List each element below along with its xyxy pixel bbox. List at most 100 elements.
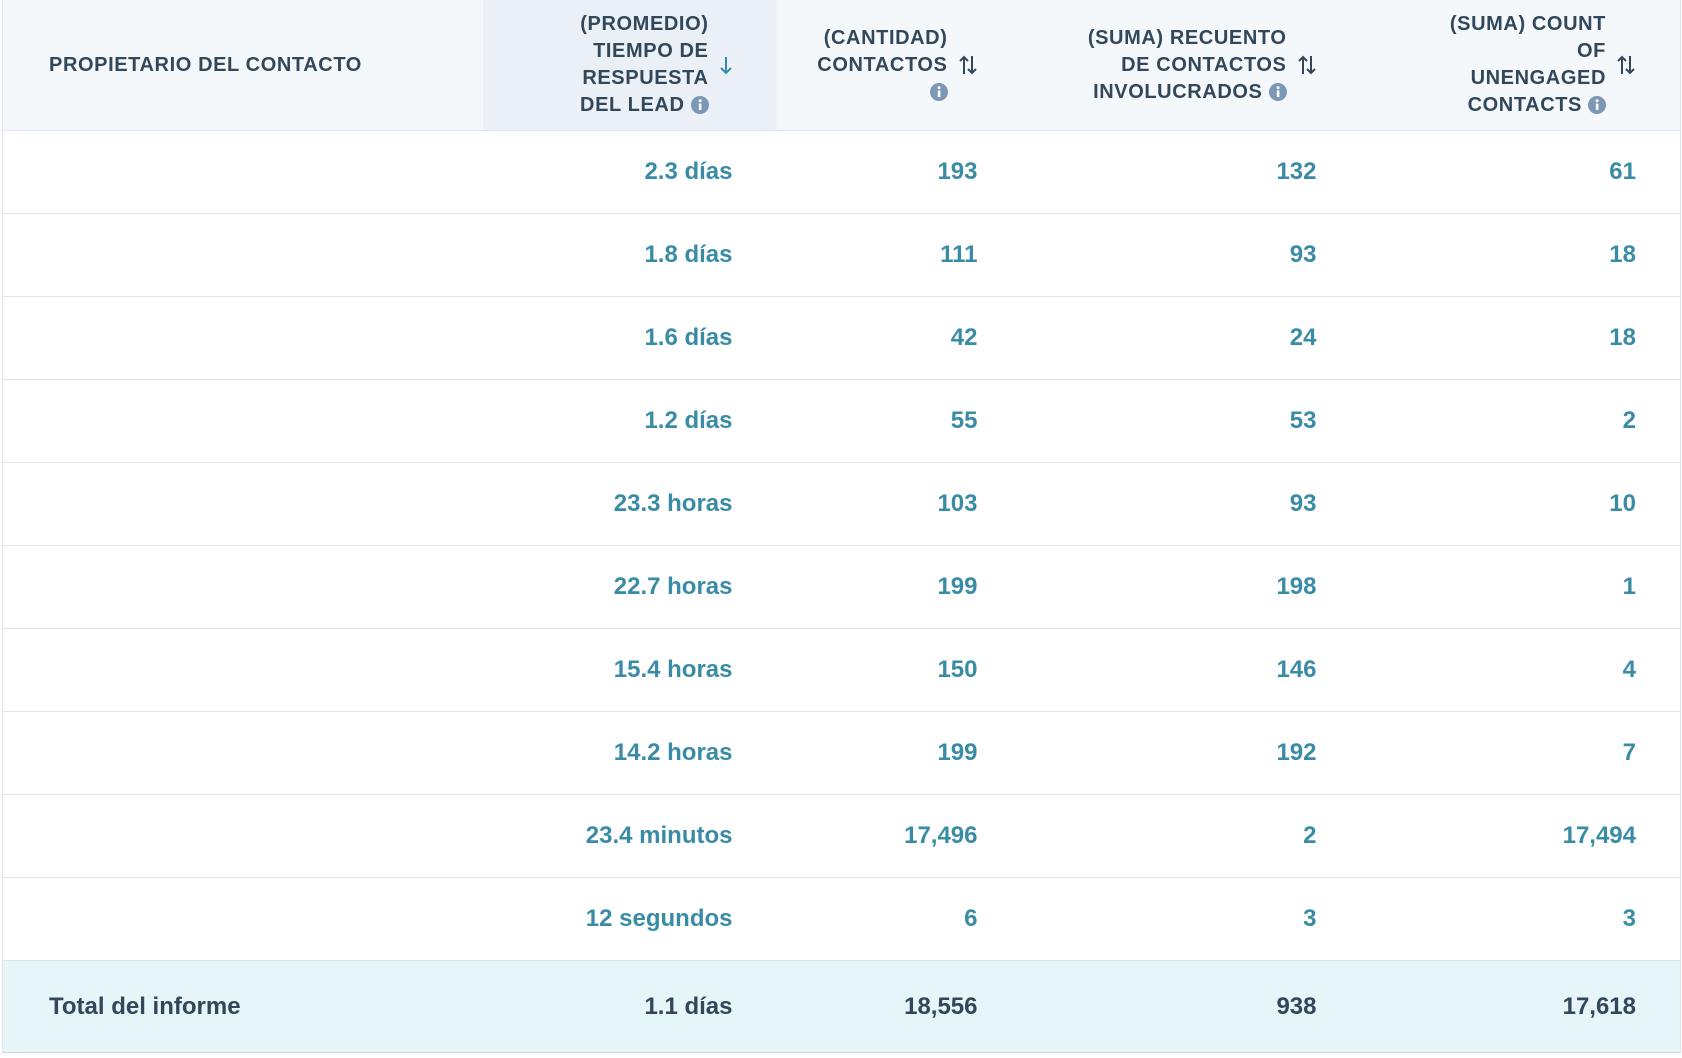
owner-cell	[2, 296, 483, 380]
value-cell: 93	[1021, 462, 1361, 546]
header-line	[817, 79, 948, 106]
total-row: Total del informe 1.1 días 18,556 938 17,618	[2, 960, 1681, 1053]
value-cell: 6	[776, 877, 1022, 961]
value-cell: 18	[1360, 213, 1681, 297]
header-text: INVOLUCRADOS	[1093, 80, 1263, 103]
header-content: (SUMA) RECUENTO DE CONTACTOS INVOLUCRADOS	[1022, 25, 1361, 106]
data-row: 2.3 días 193 132 61	[2, 130, 1681, 214]
owner-cell	[2, 213, 483, 297]
data-row: 23.4 minutos 17,496 2 17,494	[2, 794, 1681, 878]
data-row: 15.4 horas 150 146 4	[2, 628, 1681, 712]
header-line: TIEMPO DE	[580, 38, 708, 65]
header-text: TIEMPO DE	[593, 40, 709, 62]
header-text: DEL LEAD	[580, 94, 685, 116]
value-cell: 55	[776, 379, 1022, 463]
value-cell: 18	[1360, 296, 1681, 380]
header-text: OF	[1577, 40, 1606, 62]
header-text: UNENGAGED	[1470, 67, 1606, 89]
value-cell: 12 segundos	[482, 877, 777, 961]
header-row: PROPIETARIO DEL CONTACTO (PROMEDIO) TIEMPO…	[2, 0, 1681, 131]
header-content: (CANTIDAD) CONTACTOS	[777, 25, 1022, 106]
data-row: 14.2 horas 199 192 7	[2, 711, 1681, 795]
owner-cell	[2, 462, 483, 546]
value-cell: 146	[1021, 628, 1361, 712]
header-text: (CANTIDAD)	[823, 26, 948, 49]
owner-cell	[2, 877, 483, 961]
total-label: Total del informe	[2, 960, 483, 1053]
owner-cell	[2, 130, 483, 214]
column-header[interactable]: (CANTIDAD) CONTACTOS	[776, 0, 1022, 131]
value-cell: 15.4 horas	[482, 628, 777, 712]
value-cell: 42	[776, 296, 1022, 380]
header-label: (SUMA) RECUENTO DE CONTACTOS INVOLUCRADOS	[1088, 25, 1287, 106]
info-icon	[929, 82, 948, 101]
header-label: (PROMEDIO) TIEMPO DE RESPUESTA DEL LEAD	[580, 11, 709, 119]
value-cell: 2	[1360, 379, 1681, 463]
header-line: (SUMA) COUNT	[1450, 11, 1606, 38]
sort-icon	[1617, 55, 1635, 75]
value-cell: 22.7 horas	[482, 545, 777, 629]
header-content: PROPIETARIO DEL CONTACTO	[3, 52, 483, 79]
header-text: (SUMA) COUNT	[1449, 13, 1606, 35]
header-line: (SUMA) RECUENTO	[1088, 25, 1287, 52]
column-header[interactable]: (SUMA) RECUENTO DE CONTACTOS INVOLUCRADOS	[1021, 0, 1361, 131]
header-text: (SUMA) RECUENTO	[1087, 26, 1287, 49]
header-line: INVOLUCRADOS	[1088, 79, 1287, 106]
header-text: DE CONTACTOS	[1121, 53, 1287, 76]
sort-desc-icon	[719, 57, 732, 75]
value-cell: 17,494	[1360, 794, 1681, 878]
header-label: (CANTIDAD) CONTACTOS	[817, 25, 948, 106]
value-cell: 1.8 días	[482, 213, 777, 297]
value-cell: 199	[776, 711, 1022, 795]
header-content: (PROMEDIO) TIEMPO DE RESPUESTA DEL LEAD	[483, 11, 777, 119]
header-text: (PROMEDIO)	[580, 13, 709, 35]
info-icon	[1588, 96, 1606, 114]
owner-cell	[2, 379, 483, 463]
data-row: 1.2 días 55 53 2	[2, 379, 1681, 463]
column-header[interactable]: (SUMA) COUNT OF UNENGAGED CONTACTS	[1360, 0, 1681, 131]
table-body: 2.3 días 193 132 61 1.8 días 111 93 18 1.6 días 4…	[2, 130, 1681, 1053]
value-cell: 111	[776, 213, 1022, 297]
data-row: 12 segundos 6 3 3	[2, 877, 1681, 961]
value-cell: 14.2 horas	[482, 711, 777, 795]
data-row: 1.6 días 42 24 18	[2, 296, 1681, 380]
value-cell: 192	[1021, 711, 1361, 795]
info-icon	[690, 96, 709, 114]
value-cell: 193	[776, 130, 1022, 214]
value-cell: 103	[776, 462, 1022, 546]
value-cell: 23.3 horas	[482, 462, 777, 546]
sort-icon	[958, 55, 977, 75]
value-cell: 10	[1360, 462, 1681, 546]
data-row: 23.3 horas 103 93 10	[2, 462, 1681, 546]
value-cell: 1.2 días	[482, 379, 777, 463]
header-text: RESPUESTA	[582, 67, 709, 89]
total-value: 17,618	[1360, 960, 1681, 1053]
column-header[interactable]: (PROMEDIO) TIEMPO DE RESPUESTA DEL LEAD	[482, 0, 777, 131]
header-line: CONTACTS	[1450, 92, 1606, 119]
owner-cell	[2, 711, 483, 795]
owner-cell	[2, 628, 483, 712]
value-cell: 61	[1360, 130, 1681, 214]
value-cell: 53	[1021, 379, 1361, 463]
header-text: CONTACTS	[1467, 94, 1582, 116]
value-cell: 4	[1360, 628, 1681, 712]
sort-icon	[1297, 55, 1316, 75]
value-cell: 2.3 días	[482, 130, 777, 214]
value-cell: 150	[776, 628, 1022, 712]
header-label: (SUMA) COUNT OF UNENGAGED CONTACTS	[1450, 11, 1606, 119]
value-cell: 23.4 minutos	[482, 794, 777, 878]
value-cell: 3	[1360, 877, 1681, 961]
total-value: 18,556	[776, 960, 1022, 1053]
data-row: 22.7 horas 199 198 1	[2, 545, 1681, 629]
total-value: 1.1 días	[482, 960, 777, 1053]
value-cell: 1	[1360, 545, 1681, 629]
header-line: CONTACTOS	[817, 52, 947, 79]
value-cell: 7	[1360, 711, 1681, 795]
column-header: PROPIETARIO DEL CONTACTO	[2, 0, 483, 131]
value-cell: 93	[1021, 213, 1361, 297]
value-cell: 24	[1021, 296, 1361, 380]
header-label: PROPIETARIO DEL CONTACTO	[49, 52, 362, 79]
owner-cell	[2, 545, 483, 629]
value-cell: 1.6 días	[482, 296, 777, 380]
